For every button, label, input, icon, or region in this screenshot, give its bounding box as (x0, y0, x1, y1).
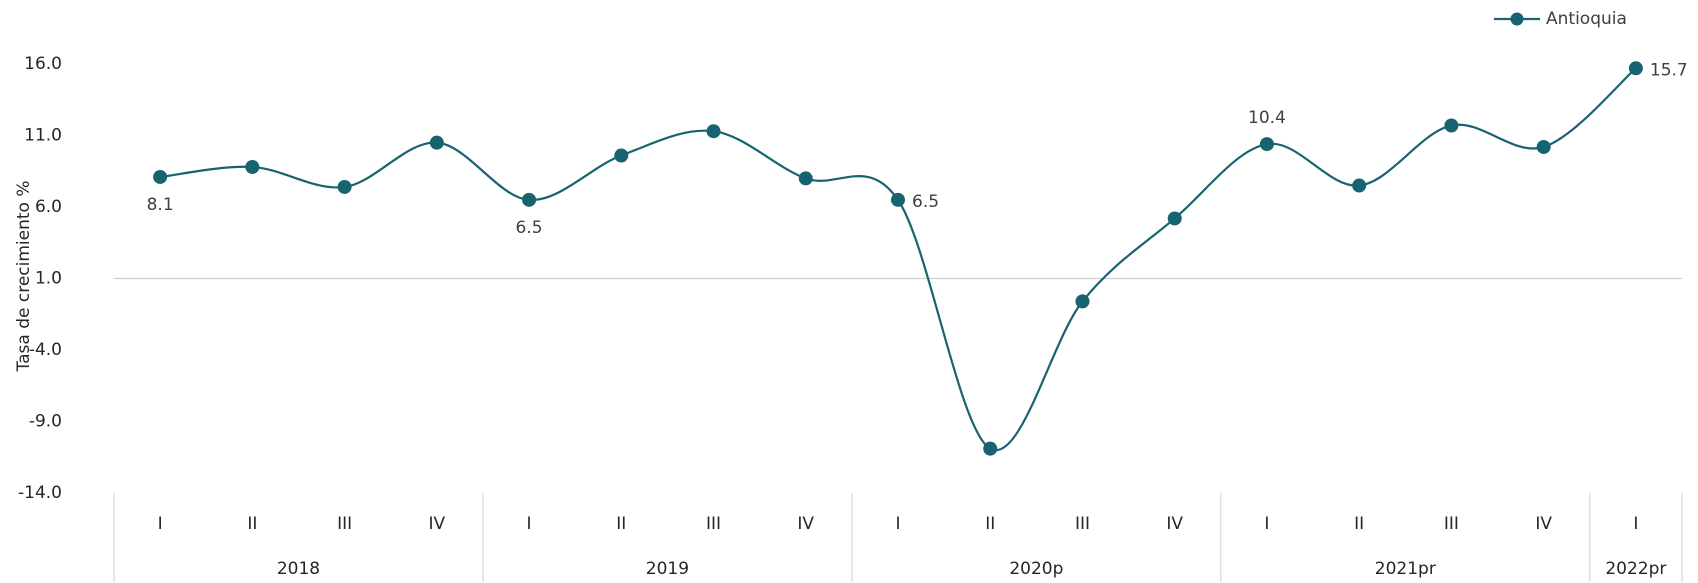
data-point (153, 169, 168, 184)
y-tick-label: 16.0 (24, 54, 62, 74)
data-label: 15.7 (1650, 60, 1688, 80)
data-point (706, 124, 721, 139)
group-label: 2018 (277, 559, 320, 579)
data-point (1628, 61, 1643, 76)
y-tick-label: 1.0 (35, 269, 62, 289)
data-point (891, 192, 905, 207)
y-tick-label: -4.0 (29, 340, 62, 360)
data-label: 6.5 (516, 218, 543, 238)
x-tick-label: II (985, 514, 995, 534)
y-tick-label: 11.0 (24, 126, 62, 146)
x-tick-label: IV (1166, 514, 1183, 534)
y-tick-label: 6.0 (35, 197, 62, 217)
group-label: 2020p (1009, 559, 1063, 579)
legend-swatch (1510, 12, 1524, 26)
x-tick-label: I (895, 514, 900, 534)
x-tick-label: II (616, 514, 626, 534)
x-tick-label: III (706, 514, 721, 534)
data-point (1259, 137, 1274, 152)
data-point (1075, 294, 1090, 309)
group-label: 2019 (646, 559, 689, 579)
y-axis-label: Tasa de crecimiento % (14, 181, 34, 373)
y-tick-label: -14.0 (18, 483, 62, 503)
data-label: 10.4 (1248, 108, 1286, 128)
x-tick-label: II (1354, 514, 1364, 534)
data-point (1352, 178, 1367, 193)
x-tick-label: III (1444, 514, 1459, 534)
x-tick-label: IV (797, 514, 814, 534)
group-label: 2022pr (1605, 559, 1666, 579)
data-label: 6.5 (912, 192, 939, 212)
data-point (614, 148, 629, 163)
data-point (1167, 211, 1182, 226)
x-tick-label: II (247, 514, 257, 534)
x-tick-label: I (1264, 514, 1269, 534)
data-point (798, 171, 813, 186)
x-tick-label: IV (1535, 514, 1552, 534)
x-tick-label: IV (428, 514, 445, 534)
data-point (429, 135, 444, 150)
data-point (983, 441, 998, 456)
x-tick-label: I (158, 514, 163, 534)
x-tick-label: I (1633, 514, 1638, 534)
data-label: 8.1 (147, 195, 174, 215)
data-point (337, 179, 352, 194)
data-point (1536, 139, 1551, 154)
x-tick-label: III (337, 514, 352, 534)
data-point (245, 159, 260, 174)
series-line (159, 67, 1637, 452)
x-tick-label: I (527, 514, 532, 534)
x-tick-label: III (1075, 514, 1090, 534)
data-point (1444, 118, 1459, 133)
group-label: 2021pr (1375, 559, 1436, 579)
data-point (522, 192, 537, 207)
legend-label: Antioquia (1546, 9, 1627, 29)
y-tick-label: -9.0 (29, 412, 62, 432)
